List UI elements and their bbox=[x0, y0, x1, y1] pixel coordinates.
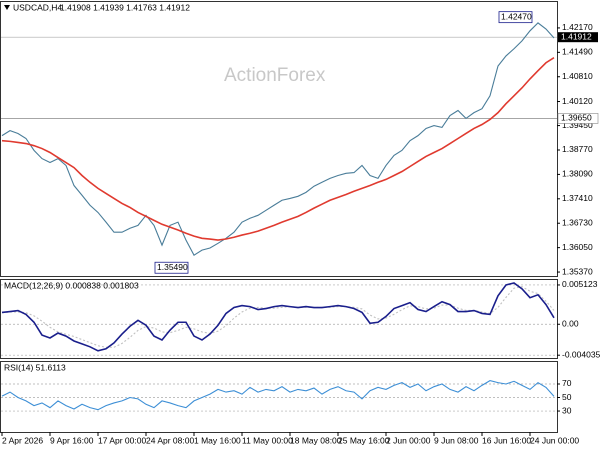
x-tick-label: 2 Apr 2026 bbox=[2, 435, 43, 445]
series-line bbox=[1, 380, 555, 411]
panel-frame bbox=[0, 1, 558, 277]
x-tick-label: 2 Jun 00:00 bbox=[386, 435, 431, 445]
y-tick-label: 1.37410 bbox=[562, 193, 593, 203]
panel-frame bbox=[0, 361, 558, 433]
y-tick-label: 0.00 bbox=[562, 319, 579, 329]
level-label: 1.39650 bbox=[561, 113, 592, 123]
x-tick-label: 24 Apr 08:00 bbox=[146, 435, 194, 445]
x-tick-label: 17 Apr 00:00 bbox=[98, 435, 146, 445]
x-tick-label: 25 May 16:00 bbox=[338, 435, 390, 445]
chart-subtitle: 1.41908 1.41939 1.41763 1.41912 bbox=[60, 2, 190, 12]
x-tick-label: 11 May 00:00 bbox=[242, 435, 293, 445]
x-tick-label: 18 May 08:00 bbox=[290, 435, 342, 445]
y-tick-label: 1.36050 bbox=[562, 242, 593, 252]
series-line bbox=[1, 282, 555, 352]
series-line bbox=[1, 57, 555, 241]
annotation-label: 1.42470 bbox=[501, 11, 532, 21]
y-tick-label: 30 bbox=[562, 405, 572, 415]
x-tick-label: 16 Jun 16:00 bbox=[482, 435, 531, 445]
level-box bbox=[557, 113, 599, 124]
chart-title: USDCAD,H4 bbox=[13, 2, 62, 12]
y-tick-label: 1.40120 bbox=[562, 96, 593, 106]
last-price-box bbox=[558, 32, 598, 43]
x-tick-label: 1 May 16:00 bbox=[194, 435, 241, 445]
panel-title: RSI(14) 51.6113 bbox=[4, 362, 66, 372]
x-tick-label: 24 Jun 00:00 bbox=[530, 435, 579, 445]
last-price-label: 1.41912 bbox=[561, 31, 592, 41]
y-tick-label: 1.40810 bbox=[562, 71, 593, 81]
y-tick-label: 0.005123 bbox=[562, 279, 598, 289]
series-line bbox=[1, 22, 555, 256]
y-tick-label: 1.36730 bbox=[562, 217, 593, 227]
y-tick-label: 1.42170 bbox=[562, 22, 593, 32]
watermark: ActionForex bbox=[224, 65, 326, 86]
y-tick-label: 70 bbox=[562, 378, 572, 388]
y-tick-label: 1.35370 bbox=[562, 266, 593, 276]
y-tick-label: 1.38090 bbox=[562, 169, 593, 179]
series-line bbox=[1, 286, 555, 348]
annotation-box bbox=[498, 11, 533, 24]
y-tick-label: 1.41490 bbox=[562, 47, 593, 57]
y-tick-label: 1.39450 bbox=[562, 120, 593, 130]
annotation-box bbox=[154, 261, 189, 274]
x-tick-label: 9 Jun 08:00 bbox=[434, 435, 479, 445]
panel-title: MACD(12,26,9) 0.000838 0.001803 bbox=[4, 280, 139, 290]
annotation-label: 1.35490 bbox=[157, 262, 188, 272]
panel-frame bbox=[0, 279, 558, 359]
y-tick-label: 1.38770 bbox=[562, 144, 593, 154]
menu-arrow bbox=[4, 5, 10, 10]
x-tick-label: 9 Apr 16:00 bbox=[50, 435, 94, 445]
y-tick-label: 50 bbox=[562, 392, 572, 402]
y-tick-label: -0.004035 bbox=[562, 349, 600, 359]
